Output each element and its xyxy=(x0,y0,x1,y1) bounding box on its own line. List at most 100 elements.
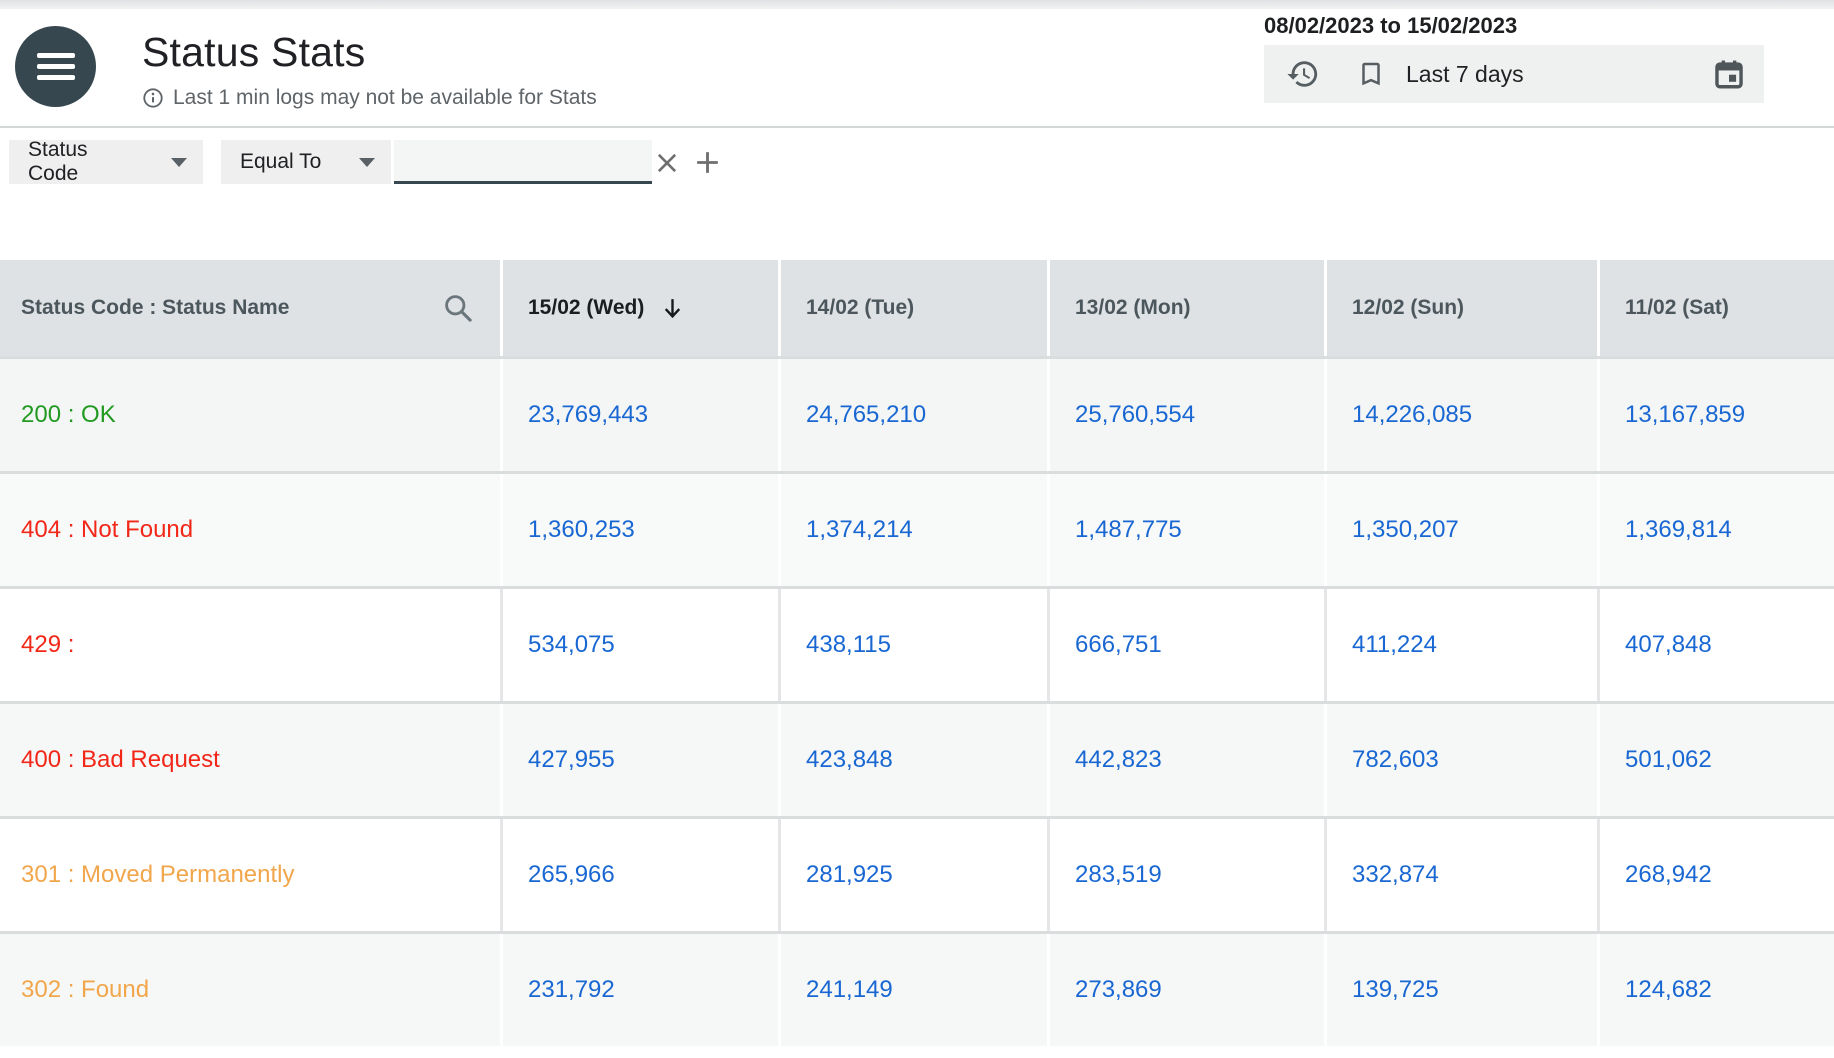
value-cell[interactable]: 24,765,210 xyxy=(781,359,1050,471)
value-cell[interactable]: 25,760,554 xyxy=(1050,359,1327,471)
value-cell[interactable]: 411,224 xyxy=(1327,589,1600,701)
value-cell[interactable]: 283,519 xyxy=(1050,819,1327,931)
table-row: 429 : 534,075 438,115 666,751 411,224 40… xyxy=(0,586,1834,701)
column-header-day[interactable]: 14/02 (Tue) xyxy=(781,260,1050,356)
stat-value[interactable]: 124,682 xyxy=(1625,976,1712,1003)
value-cell[interactable]: 782,603 xyxy=(1327,704,1600,816)
column-header-label: 15/02 (Wed) xyxy=(528,296,645,319)
table-row: 400 : Bad Request 427,955 423,848 442,82… xyxy=(0,701,1834,816)
stat-value[interactable]: 407,848 xyxy=(1625,631,1712,658)
stat-value[interactable]: 1,487,775 xyxy=(1075,516,1182,543)
stat-value[interactable]: 442,823 xyxy=(1075,746,1162,773)
filter-field-label: Status Code xyxy=(28,138,88,185)
value-cell[interactable]: 438,115 xyxy=(781,589,1050,701)
history-button[interactable] xyxy=(1286,57,1320,91)
stat-value[interactable]: 139,725 xyxy=(1352,976,1439,1003)
stat-value[interactable]: 1,374,214 xyxy=(806,516,913,543)
stat-value[interactable]: 423,848 xyxy=(806,746,893,773)
value-cell[interactable]: 407,848 xyxy=(1600,589,1834,701)
stat-value[interactable]: 782,603 xyxy=(1352,746,1439,773)
stat-value[interactable]: 1,369,814 xyxy=(1625,516,1732,543)
column-header-label: 11/02 (Sat) xyxy=(1625,296,1729,319)
value-cell[interactable]: 1,374,214 xyxy=(781,474,1050,586)
calendar-button[interactable] xyxy=(1712,57,1746,91)
stat-value[interactable]: 534,075 xyxy=(528,631,615,658)
stat-value[interactable]: 23,769,443 xyxy=(528,401,649,428)
stat-value[interactable]: 265,966 xyxy=(528,861,615,888)
clear-icon xyxy=(657,153,677,173)
table-row: 302 : Found 231,792 241,149 273,869 139,… xyxy=(0,931,1834,1046)
value-cell[interactable]: 1,360,253 xyxy=(503,474,781,586)
status-label-cell: 301 : Moved Permanently xyxy=(0,819,503,931)
stat-value[interactable]: 24,765,210 xyxy=(806,401,927,428)
stat-value[interactable]: 231,792 xyxy=(528,976,615,1003)
column-header-day[interactable]: 13/02 (Mon) xyxy=(1050,260,1327,356)
stat-value[interactable]: 1,350,207 xyxy=(1352,516,1459,543)
value-cell[interactable]: 14,226,085 xyxy=(1327,359,1600,471)
stat-value[interactable]: 14,226,085 xyxy=(1352,401,1473,428)
stat-value[interactable]: 427,955 xyxy=(528,746,615,773)
stat-value[interactable]: 1,360,253 xyxy=(528,516,635,543)
status-stats-table: Status Code : Status Name 15/02 (Wed) xyxy=(0,260,1834,1046)
value-cell[interactable]: 268,942 xyxy=(1600,819,1834,931)
column-header-day[interactable]: 11/02 (Sat) xyxy=(1600,260,1834,356)
stat-value[interactable]: 283,519 xyxy=(1075,861,1162,888)
value-cell[interactable]: 281,925 xyxy=(781,819,1050,931)
time-range-value[interactable]: Last 7 days xyxy=(1406,60,1524,87)
menu-icon xyxy=(36,53,75,58)
stat-value[interactable]: 241,149 xyxy=(806,976,893,1003)
value-cell[interactable]: 1,487,775 xyxy=(1050,474,1327,586)
value-cell[interactable]: 332,874 xyxy=(1327,819,1600,931)
status-label: 302 : Found xyxy=(21,976,150,1003)
stat-value[interactable]: 438,115 xyxy=(806,631,891,658)
column-header-day[interactable]: 12/02 (Sun) xyxy=(1327,260,1600,356)
status-label: 301 : Moved Permanently xyxy=(21,861,295,888)
stat-value[interactable]: 268,942 xyxy=(1625,861,1712,888)
column-header-day[interactable]: 15/02 (Wed) xyxy=(503,260,781,356)
page-title: Status Stats xyxy=(142,29,366,75)
menu-button[interactable] xyxy=(15,26,96,107)
column-header-status[interactable]: Status Code : Status Name xyxy=(0,260,503,356)
status-label: 404 : Not Found xyxy=(21,516,194,543)
value-cell[interactable]: 1,350,207 xyxy=(1327,474,1600,586)
value-cell[interactable]: 1,369,814 xyxy=(1600,474,1834,586)
value-cell[interactable]: 23,769,443 xyxy=(503,359,781,471)
stat-value[interactable]: 25,760,554 xyxy=(1075,401,1196,428)
remove-filter-button[interactable] xyxy=(653,149,681,177)
value-cell[interactable]: 442,823 xyxy=(1050,704,1327,816)
filter-field-dropdown[interactable]: Status Code xyxy=(9,138,203,185)
add-icon xyxy=(697,152,718,173)
top-shadow xyxy=(0,0,1834,9)
value-cell[interactable]: 427,955 xyxy=(503,704,781,816)
stat-value[interactable]: 273,869 xyxy=(1075,976,1162,1003)
stat-value[interactable]: 501,062 xyxy=(1625,746,1712,773)
stat-value[interactable]: 411,224 xyxy=(1352,631,1437,658)
dropdown-caret-icon xyxy=(171,157,187,167)
value-cell[interactable]: 231,792 xyxy=(503,934,781,1046)
value-cell[interactable]: 124,682 xyxy=(1600,934,1834,1046)
stat-value[interactable]: 332,874 xyxy=(1352,861,1439,888)
status-label-cell: 200 : OK xyxy=(0,359,503,471)
value-cell[interactable]: 501,062 xyxy=(1600,704,1834,816)
value-cell[interactable]: 666,751 xyxy=(1050,589,1327,701)
stat-value[interactable]: 666,751 xyxy=(1075,631,1162,658)
value-cell[interactable]: 534,075 xyxy=(503,589,781,701)
value-cell[interactable]: 423,848 xyxy=(781,704,1050,816)
bookmark-button[interactable] xyxy=(1356,59,1386,89)
filter-operator-label: Equal To xyxy=(240,150,322,173)
filter-operator-dropdown[interactable]: Equal To xyxy=(221,140,391,184)
status-label-cell: 400 : Bad Request xyxy=(0,704,503,816)
stat-value[interactable]: 281,925 xyxy=(806,861,893,888)
table-row: 404 : Not Found 1,360,253 1,374,214 1,48… xyxy=(0,471,1834,586)
filter-value-input[interactable] xyxy=(394,140,652,184)
value-cell[interactable]: 265,966 xyxy=(503,819,781,931)
value-cell[interactable]: 273,869 xyxy=(1050,934,1327,1046)
stat-value[interactable]: 13,167,859 xyxy=(1625,401,1746,428)
value-cell[interactable]: 139,725 xyxy=(1327,934,1600,1046)
value-cell[interactable]: 241,149 xyxy=(781,934,1050,1046)
search-icon[interactable] xyxy=(443,293,474,324)
add-filter-button[interactable] xyxy=(692,147,723,178)
value-cell[interactable]: 13,167,859 xyxy=(1600,359,1834,471)
status-label-cell: 302 : Found xyxy=(0,934,503,1046)
column-header-label: 12/02 (Sun) xyxy=(1352,296,1465,319)
